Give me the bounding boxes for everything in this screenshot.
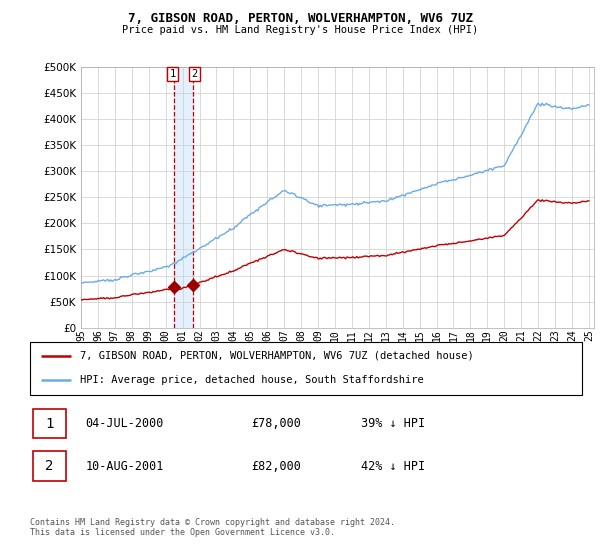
Text: 39% ↓ HPI: 39% ↓ HPI xyxy=(361,417,425,430)
Text: 2: 2 xyxy=(191,69,197,79)
Text: 2: 2 xyxy=(45,459,53,473)
Text: 10-AUG-2001: 10-AUG-2001 xyxy=(85,460,164,473)
Text: 04-JUL-2000: 04-JUL-2000 xyxy=(85,417,164,430)
Text: Price paid vs. HM Land Registry's House Price Index (HPI): Price paid vs. HM Land Registry's House … xyxy=(122,25,478,35)
Text: HPI: Average price, detached house, South Staffordshire: HPI: Average price, detached house, Sout… xyxy=(80,375,424,385)
Text: £82,000: £82,000 xyxy=(251,460,301,473)
Text: 1: 1 xyxy=(45,417,53,431)
Text: 7, GIBSON ROAD, PERTON, WOLVERHAMPTON, WV6 7UZ (detached house): 7, GIBSON ROAD, PERTON, WOLVERHAMPTON, W… xyxy=(80,351,473,361)
FancyBboxPatch shape xyxy=(33,451,66,481)
Text: 42% ↓ HPI: 42% ↓ HPI xyxy=(361,460,425,473)
Text: Contains HM Land Registry data © Crown copyright and database right 2024.
This d: Contains HM Land Registry data © Crown c… xyxy=(30,518,395,538)
Text: £78,000: £78,000 xyxy=(251,417,301,430)
Bar xyxy=(174,67,193,328)
FancyBboxPatch shape xyxy=(30,342,582,395)
Text: 1: 1 xyxy=(169,69,176,79)
FancyBboxPatch shape xyxy=(33,409,66,438)
Text: 7, GIBSON ROAD, PERTON, WOLVERHAMPTON, WV6 7UZ: 7, GIBSON ROAD, PERTON, WOLVERHAMPTON, W… xyxy=(128,12,473,25)
